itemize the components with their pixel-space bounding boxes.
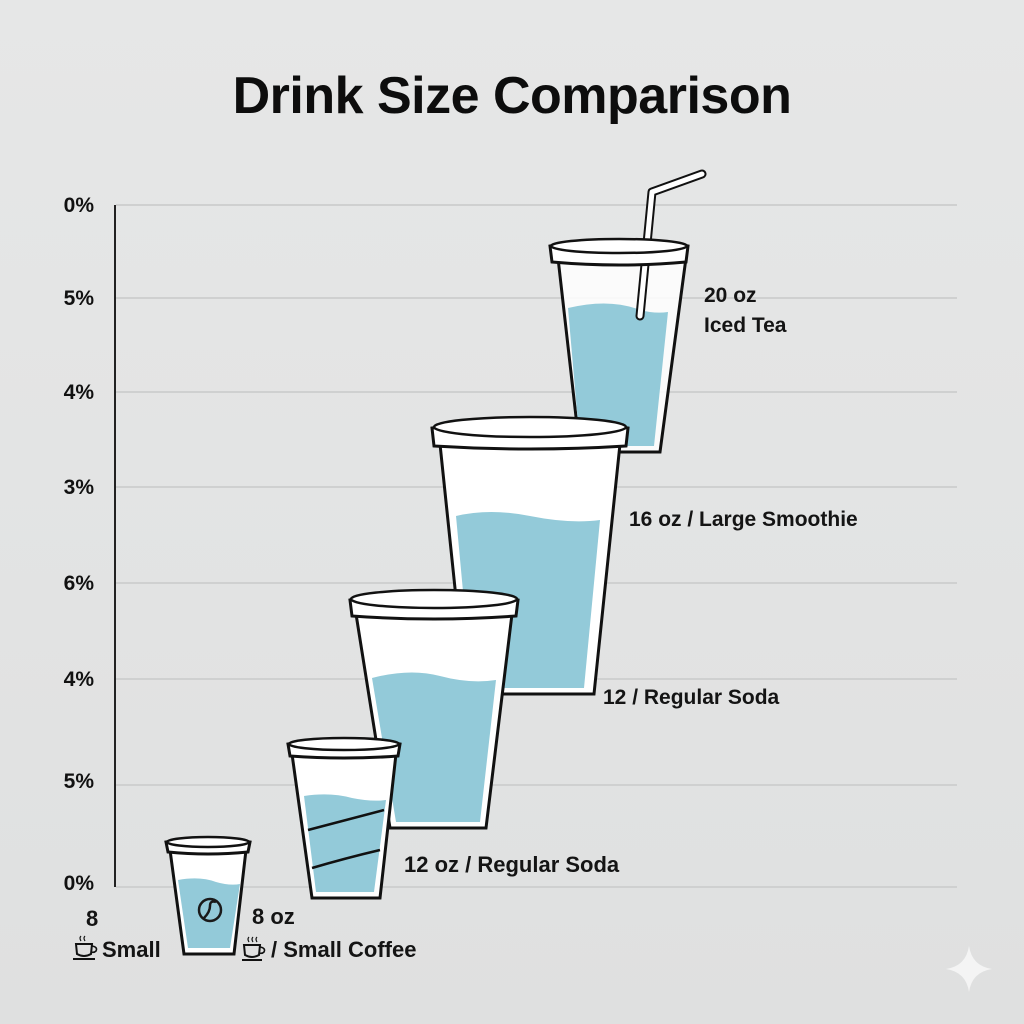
label-coffee-oz: 8 oz bbox=[252, 904, 295, 929]
cup-regular-soda bbox=[286, 736, 402, 900]
label-small-number: 8 bbox=[86, 906, 99, 931]
label-iced-tea-oz: 20 oz bbox=[704, 284, 757, 307]
sparkle-icon bbox=[946, 946, 992, 992]
y-tick-label: 4% bbox=[63, 381, 94, 404]
label-regular-soda-12oz: 12 oz / Regular Soda bbox=[404, 852, 620, 877]
label-iced-tea: Iced Tea bbox=[704, 314, 787, 337]
coffee-bean-icon bbox=[197, 897, 223, 923]
y-tick-label: 0% bbox=[63, 872, 94, 895]
chart-title: Drink Size Comparison bbox=[232, 67, 792, 125]
y-tick-label: 5% bbox=[63, 770, 94, 793]
y-axis-line bbox=[114, 205, 116, 887]
y-tick-label: 4% bbox=[63, 668, 94, 691]
cup-iced-tea bbox=[548, 169, 707, 454]
cup-regular-soda-large bbox=[348, 588, 520, 830]
y-tick-label: 6% bbox=[63, 572, 94, 595]
label-regular-soda-12: 12 / Regular Soda bbox=[603, 686, 780, 709]
bendy-straw-icon bbox=[635, 169, 707, 321]
y-tick-label: 0% bbox=[63, 194, 94, 217]
label-small-coffee: / Small Coffee bbox=[271, 937, 417, 962]
hot-coffee-cup-icon bbox=[242, 936, 266, 961]
y-tick-label: 5% bbox=[63, 287, 94, 310]
cup-small-coffee bbox=[164, 835, 252, 956]
label-small: Small bbox=[102, 937, 161, 962]
gridline bbox=[116, 391, 957, 393]
gridline bbox=[116, 204, 957, 206]
label-large-smoothie: 16 oz / Large Smoothie bbox=[629, 508, 858, 531]
hot-coffee-cup-icon bbox=[73, 935, 98, 960]
y-tick-label: 3% bbox=[63, 476, 94, 499]
gridline bbox=[116, 297, 957, 299]
gridline bbox=[116, 784, 957, 786]
gridline bbox=[116, 886, 957, 888]
